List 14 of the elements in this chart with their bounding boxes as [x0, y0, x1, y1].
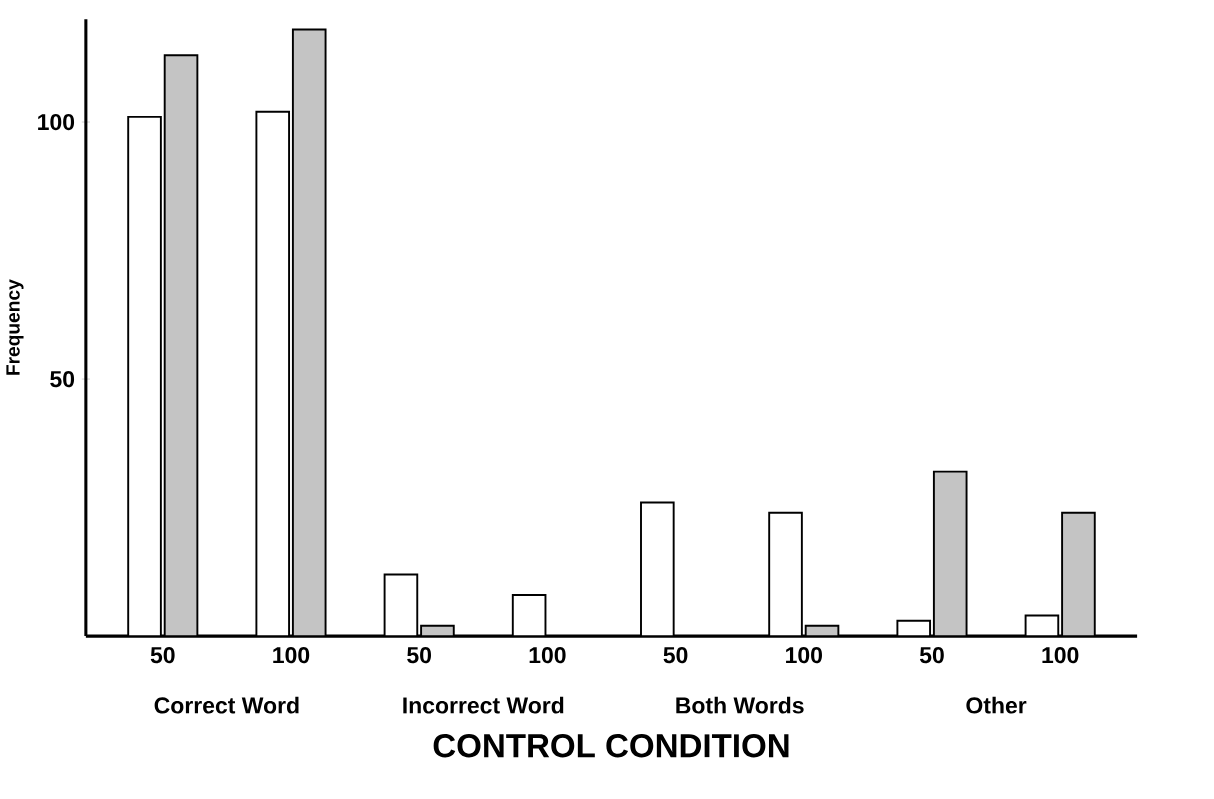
- x-tick-label: 100: [273, 646, 310, 663]
- text: Other: [966, 696, 1027, 714]
- x-tick-label: 50: [407, 646, 432, 663]
- x-tick-label: 100: [529, 646, 566, 663]
- y-axis-title: Frequency: [6, 279, 24, 375]
- text: Incorrect Word: [403, 696, 564, 714]
- x-tick-label: 100: [1042, 646, 1079, 663]
- x-tick-label: 50: [663, 646, 688, 663]
- x-axis-title: CONTROL CONDITION: [433, 733, 789, 758]
- text: Both Words: [676, 696, 804, 714]
- x-tick-label: 50: [919, 646, 944, 663]
- text: Correct Word: [154, 696, 299, 714]
- x-tick-label: 100: [786, 646, 822, 663]
- x-tick-label: 50: [150, 646, 175, 663]
